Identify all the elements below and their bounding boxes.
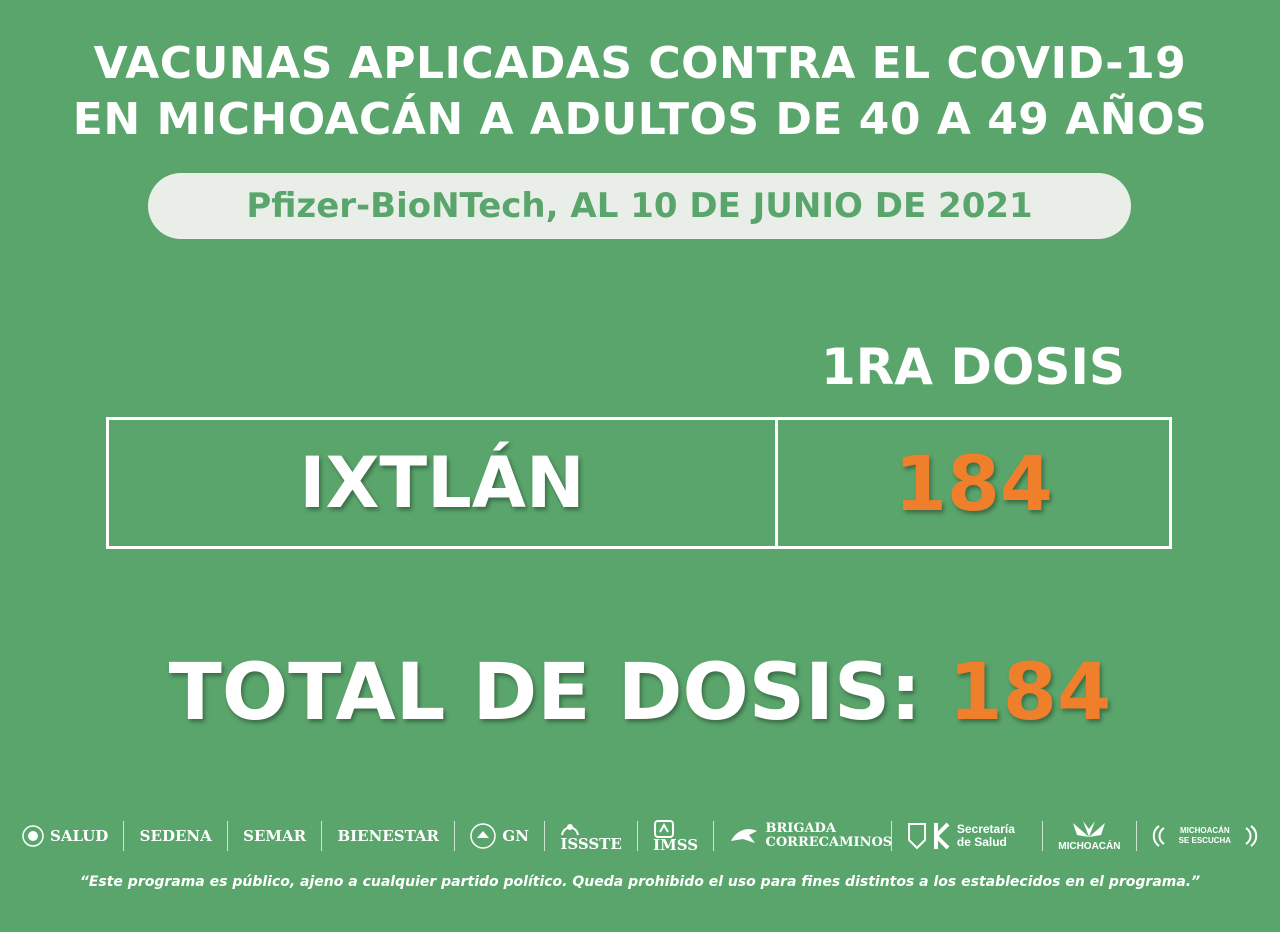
- page-title: VACUNAS APLICADAS CONTRA EL COVID-19 EN …: [0, 36, 1280, 148]
- monarch-butterfly-icon: [1073, 820, 1106, 837]
- logo-secretaria-salud-michoacan: Secretaría de Salud: [907, 821, 1027, 851]
- logo-salud-text: SALUD: [50, 827, 109, 845]
- logo-gn-text: GN: [502, 827, 529, 845]
- total-doses: TOTAL DE DOSIS: 184: [0, 648, 1280, 738]
- logo-divider: [321, 821, 323, 851]
- logo-divider: [890, 821, 892, 851]
- municipality-cell: IXTLÁN: [299, 442, 585, 524]
- table-divider: [775, 420, 778, 546]
- sound-waves-left-icon: [1152, 825, 1165, 847]
- logo-salud: SALUD: [22, 825, 108, 847]
- state-shield-icon: [907, 823, 926, 850]
- title-line-2: EN MICHOACÁN A ADULTOS DE 40 A 49 AÑOS: [72, 94, 1208, 145]
- logo-gn: GN: [470, 823, 529, 849]
- eagle-seal-icon: [22, 825, 44, 847]
- logo-divider: [1042, 821, 1044, 851]
- logo-divider: [544, 821, 546, 851]
- total-value: 184: [948, 648, 1112, 738]
- logo-bienestar-text: BIENESTAR: [337, 827, 440, 845]
- logo-divider: [454, 821, 456, 851]
- logo-imss-text: IMSS: [653, 835, 699, 854]
- logo-michoacan-se-escucha: MICHOACÁN SE ESCUCHA: [1152, 825, 1258, 847]
- title-line-1: VACUNAS APLICADAS CONTRA EL COVID-19: [93, 38, 1187, 89]
- logo-imss: IMSS: [653, 819, 699, 854]
- guardia-nacional-seal-icon: [470, 823, 497, 849]
- logo-issste-text: ISSSTE: [560, 834, 622, 853]
- logo-bienestar: BIENESTAR: [337, 827, 439, 845]
- logo-michoacan-text: MICHOACÁN: [1058, 840, 1121, 852]
- subtitle-text: Pfizer-BioNTech, AL 10 DE JUNIO DE 2021: [246, 186, 1033, 226]
- logo-sedena: SEDENA: [140, 827, 212, 845]
- logo-divider: [713, 821, 715, 851]
- legal-disclaimer: “Este programa es público, ajeno a cualq…: [79, 874, 1201, 890]
- total-label: TOTAL DE DOSIS:: [168, 648, 922, 738]
- logo-brigada-text: BRIGADA CORRECAMINOS: [765, 821, 893, 850]
- logo-divider: [123, 821, 125, 851]
- column-header-first-dose: 1RA DOSIS: [820, 338, 1126, 396]
- logo-secretaria-salud-text: Secretaría de Salud: [956, 822, 1015, 849]
- logo-semar: SEMAR: [243, 827, 306, 845]
- logo-divider: [1135, 821, 1137, 851]
- issste-emblem-icon: [561, 823, 580, 835]
- logo-gobierno-michoacan: MICHOACÁN: [1058, 819, 1120, 854]
- secretaria-salud-k-icon: [933, 822, 950, 850]
- logo-divider: [636, 821, 638, 851]
- logo-brigada-correcaminos: BRIGADA CORRECAMINOS: [729, 821, 893, 850]
- logo-semar-text: SEMAR: [243, 827, 307, 845]
- doses-table: IXTLÁN 184: [106, 417, 1172, 549]
- logo-issste: ISSSTE: [560, 821, 622, 853]
- imss-emblem-icon: [654, 819, 675, 838]
- logo-sedena-text: SEDENA: [139, 827, 212, 845]
- subtitle-pill: Pfizer-BioNTech, AL 10 DE JUNIO DE 2021: [148, 173, 1131, 239]
- logo-divider: [226, 821, 228, 851]
- dose-count-cell: 184: [894, 438, 1053, 528]
- roadrunner-icon: [731, 829, 758, 843]
- sound-waves-right-icon: [1245, 825, 1258, 847]
- institution-logos: SALUD SEDENA SEMAR BIENESTAR GN ISSSTE I…: [22, 812, 1258, 860]
- logo-se-escucha-text: MICHOACÁN SE ESCUCHA: [1178, 826, 1232, 845]
